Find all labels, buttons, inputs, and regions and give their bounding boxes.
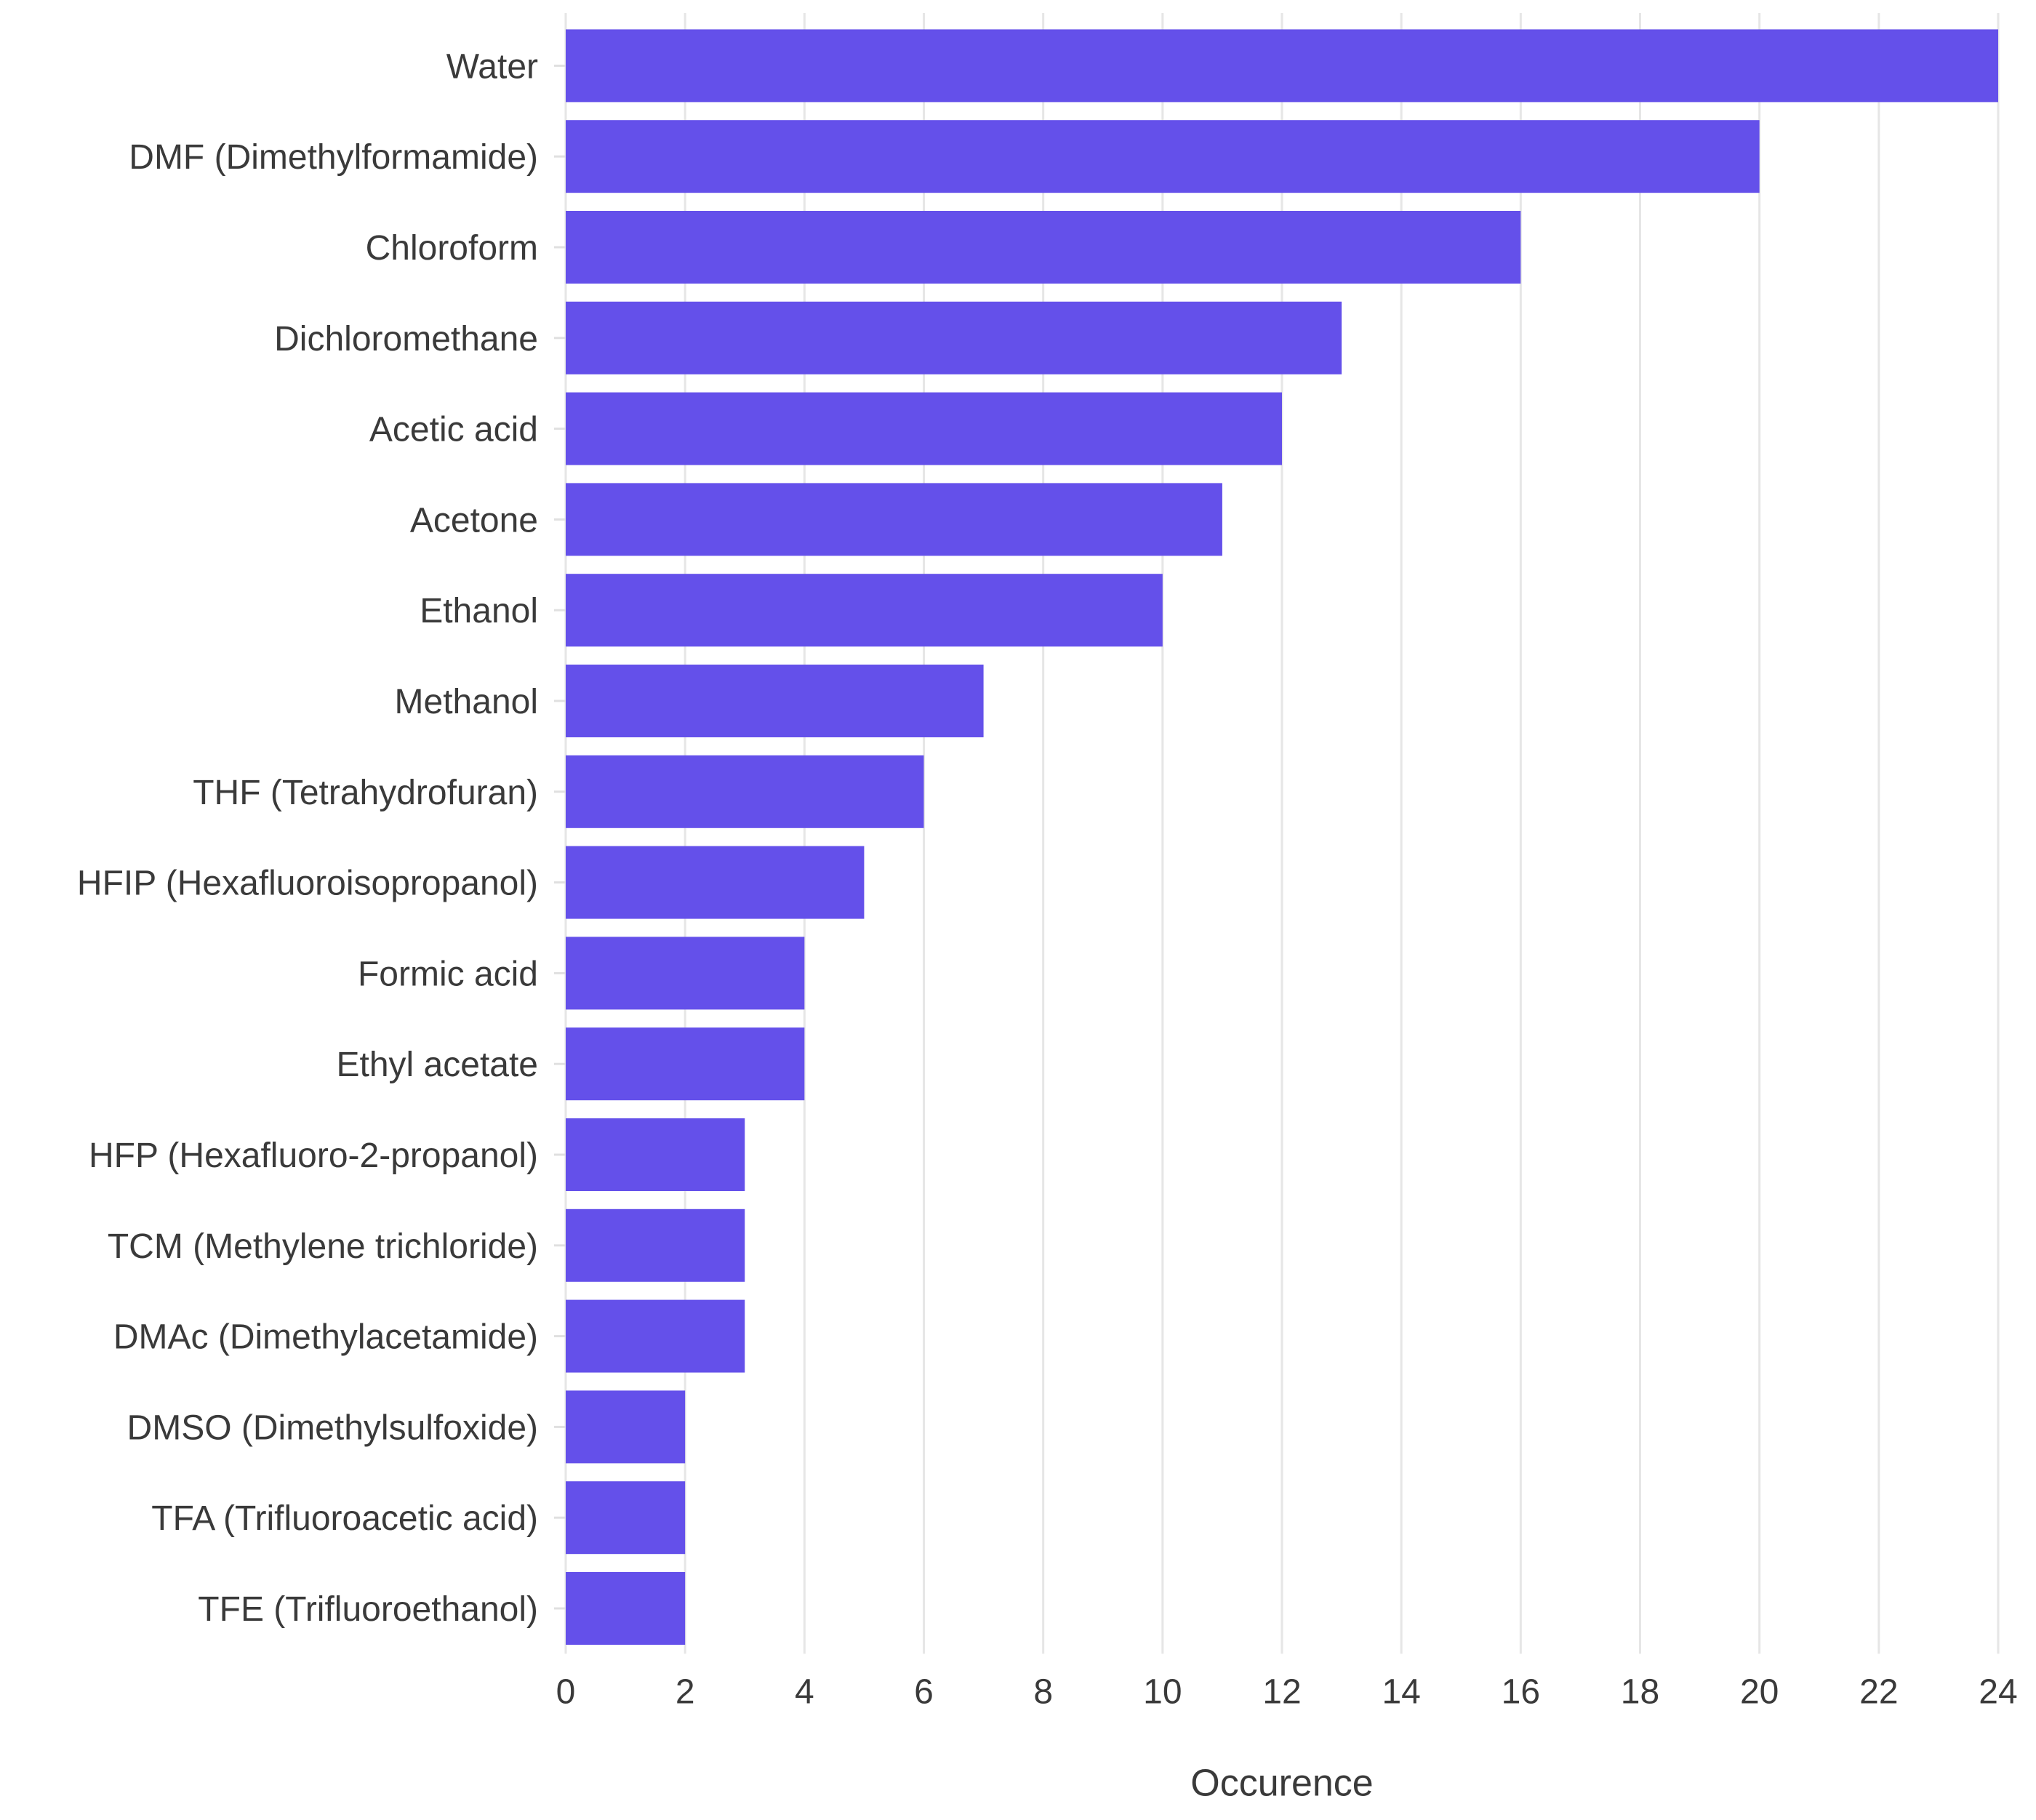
bar (566, 1572, 686, 1645)
x-tick-label: 20 (1740, 1672, 1779, 1711)
bar (566, 1027, 805, 1101)
bar (566, 755, 924, 828)
x-tick-labels: 0 2 4 6 8 10 12 14 16 18 20 22 24 (556, 1672, 2018, 1711)
category-label: Water (446, 47, 538, 86)
bar (566, 483, 1222, 556)
x-tick-label: 18 (1621, 1672, 1659, 1711)
category-label: HFIP (Hexafluoroisopropanol) (77, 865, 538, 903)
x-tick-label: 12 (1262, 1672, 1301, 1711)
x-tick-label: 6 (914, 1672, 934, 1711)
category-label: Formic acid (358, 955, 538, 993)
bar (566, 846, 865, 919)
bar (566, 1390, 686, 1464)
category-label: TFA (Trifluoroacetic acid) (151, 1499, 538, 1538)
category-label: TCM (Methylene trichloride) (108, 1227, 538, 1266)
category-label: Chloroform (366, 229, 538, 268)
bar (566, 1208, 745, 1282)
bar (566, 937, 805, 1010)
bars (566, 29, 1998, 1645)
bar (566, 211, 1521, 284)
x-tick-label: 2 (676, 1672, 695, 1711)
category-label: DMSO (Dimethylsulfoxide) (127, 1408, 538, 1447)
bar (566, 120, 1760, 193)
category-label: Ethanol (420, 592, 538, 630)
category-label: THF (Tetrahydrofuran) (193, 774, 538, 812)
x-tick-label: 4 (795, 1672, 814, 1711)
category-label: DMAc (Dimethylacetamide) (113, 1318, 538, 1357)
gridlines (554, 13, 2000, 1654)
bar (566, 392, 1282, 465)
x-tick-label: 14 (1382, 1672, 1420, 1711)
x-tick-label: 22 (1859, 1672, 1898, 1711)
category-label: Methanol (395, 683, 538, 721)
bar (566, 1299, 745, 1373)
bar (566, 574, 1163, 647)
x-tick-label: 0 (556, 1672, 576, 1711)
category-label: Acetone (410, 501, 538, 540)
bar (566, 665, 984, 737)
category-label: TFE (Trifluoroethanol) (198, 1590, 538, 1629)
category-label: Ethyl acetate (337, 1046, 539, 1084)
x-tick-label: 10 (1143, 1672, 1182, 1711)
category-label: Acetic acid (369, 411, 538, 449)
x-tick-label: 16 (1502, 1672, 1540, 1711)
bar (566, 1481, 686, 1555)
category-labels: Water DMF (Dimethylformamide) Chloroform Di… (77, 47, 538, 1629)
bar (566, 1118, 745, 1191)
bar (566, 301, 1342, 374)
x-axis-title: Occurence (1190, 1762, 1373, 1804)
x-tick-label: 24 (1979, 1672, 2017, 1711)
category-label: Dichloromethane (274, 320, 538, 358)
x-tick-label: 8 (1033, 1672, 1053, 1711)
category-label: HFP (Hexafluoro-2-propanol) (89, 1137, 538, 1175)
category-label: DMF (Dimethylformamide) (129, 138, 538, 177)
bar (566, 29, 1998, 103)
